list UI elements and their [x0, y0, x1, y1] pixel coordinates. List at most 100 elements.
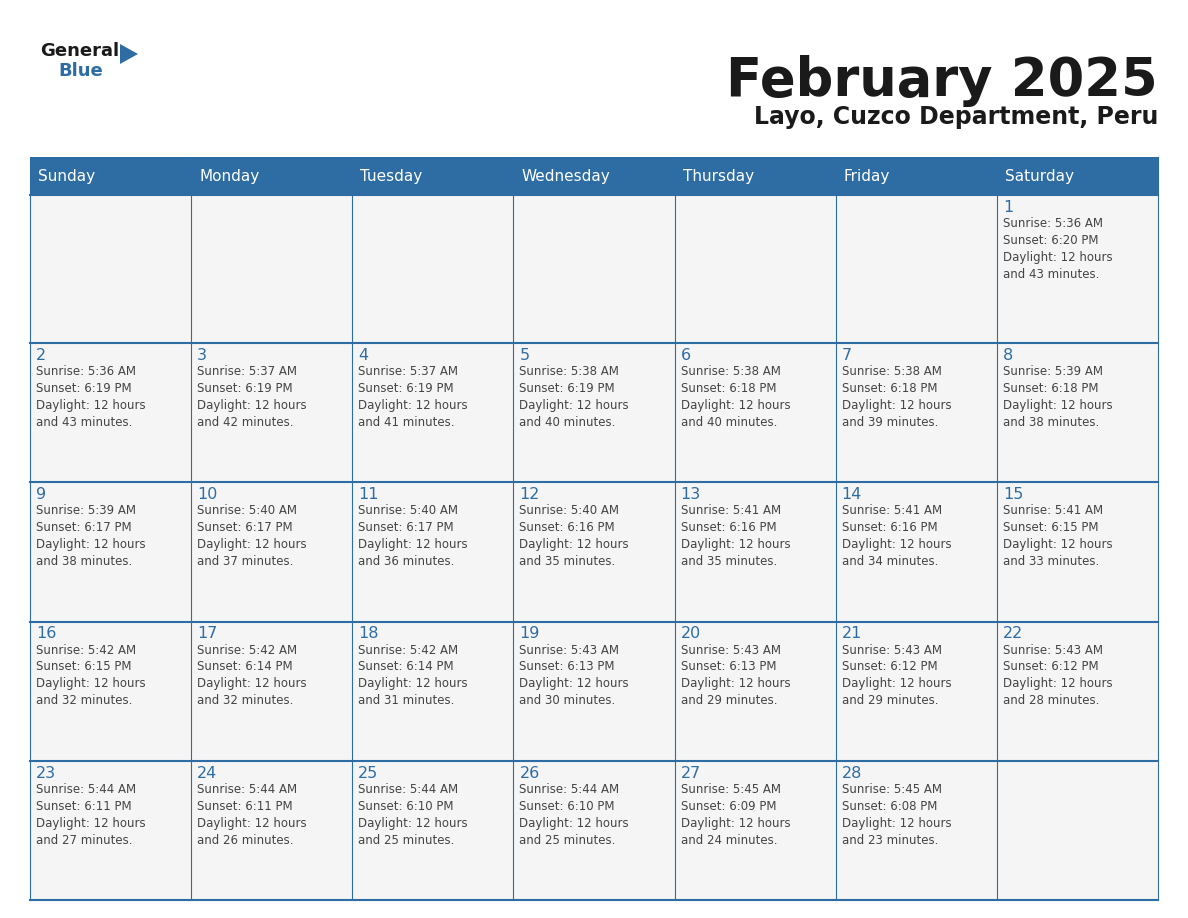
- Text: February 2025: February 2025: [726, 55, 1158, 107]
- Bar: [997, 482, 1158, 621]
- Text: 2: 2: [36, 348, 46, 363]
- Bar: [835, 343, 997, 482]
- Bar: [191, 343, 353, 482]
- Text: 23: 23: [36, 766, 56, 780]
- Bar: [30, 343, 191, 482]
- Text: Monday: Monday: [200, 169, 259, 184]
- Polygon shape: [120, 44, 138, 64]
- Text: Layo, Cuzco Department, Peru: Layo, Cuzco Department, Peru: [753, 105, 1158, 129]
- Bar: [675, 482, 835, 621]
- Text: 15: 15: [1003, 487, 1023, 502]
- Bar: [30, 195, 191, 343]
- Bar: [191, 621, 353, 761]
- Bar: [997, 343, 1158, 482]
- Bar: [513, 195, 675, 343]
- Text: 7: 7: [842, 348, 852, 363]
- Text: Sunrise: 5:42 AM
Sunset: 6:14 PM
Daylight: 12 hours
and 32 minutes.: Sunrise: 5:42 AM Sunset: 6:14 PM Dayligh…: [197, 644, 307, 708]
- Text: Wednesday: Wednesday: [522, 169, 611, 184]
- Text: 13: 13: [681, 487, 701, 502]
- Text: Sunrise: 5:39 AM
Sunset: 6:18 PM
Daylight: 12 hours
and 38 minutes.: Sunrise: 5:39 AM Sunset: 6:18 PM Dayligh…: [1003, 365, 1112, 429]
- Text: General: General: [40, 42, 119, 60]
- Text: 24: 24: [197, 766, 217, 780]
- Text: 6: 6: [681, 348, 690, 363]
- Text: Sunrise: 5:43 AM
Sunset: 6:13 PM
Daylight: 12 hours
and 29 minutes.: Sunrise: 5:43 AM Sunset: 6:13 PM Dayligh…: [681, 644, 790, 708]
- Text: Tuesday: Tuesday: [360, 169, 423, 184]
- Text: Sunrise: 5:45 AM
Sunset: 6:09 PM
Daylight: 12 hours
and 24 minutes.: Sunrise: 5:45 AM Sunset: 6:09 PM Dayligh…: [681, 783, 790, 846]
- Text: Sunrise: 5:40 AM
Sunset: 6:17 PM
Daylight: 12 hours
and 37 minutes.: Sunrise: 5:40 AM Sunset: 6:17 PM Dayligh…: [197, 504, 307, 568]
- Text: 14: 14: [842, 487, 862, 502]
- Bar: [191, 195, 353, 343]
- Text: Sunrise: 5:41 AM
Sunset: 6:16 PM
Daylight: 12 hours
and 34 minutes.: Sunrise: 5:41 AM Sunset: 6:16 PM Dayligh…: [842, 504, 952, 568]
- Bar: [513, 621, 675, 761]
- Bar: [191, 482, 353, 621]
- Bar: [30, 761, 191, 900]
- Text: 22: 22: [1003, 626, 1023, 642]
- Bar: [191, 761, 353, 900]
- Bar: [675, 621, 835, 761]
- Text: Sunrise: 5:40 AM
Sunset: 6:16 PM
Daylight: 12 hours
and 35 minutes.: Sunrise: 5:40 AM Sunset: 6:16 PM Dayligh…: [519, 504, 630, 568]
- Text: Sunrise: 5:38 AM
Sunset: 6:18 PM
Daylight: 12 hours
and 39 minutes.: Sunrise: 5:38 AM Sunset: 6:18 PM Dayligh…: [842, 365, 952, 429]
- Bar: [30, 482, 191, 621]
- Bar: [675, 761, 835, 900]
- Text: Sunrise: 5:44 AM
Sunset: 6:11 PM
Daylight: 12 hours
and 26 minutes.: Sunrise: 5:44 AM Sunset: 6:11 PM Dayligh…: [197, 783, 307, 846]
- Bar: [835, 482, 997, 621]
- Text: Sunrise: 5:43 AM
Sunset: 6:12 PM
Daylight: 12 hours
and 28 minutes.: Sunrise: 5:43 AM Sunset: 6:12 PM Dayligh…: [1003, 644, 1112, 708]
- Text: Sunrise: 5:37 AM
Sunset: 6:19 PM
Daylight: 12 hours
and 42 minutes.: Sunrise: 5:37 AM Sunset: 6:19 PM Dayligh…: [197, 365, 307, 429]
- Bar: [353, 761, 513, 900]
- Text: Friday: Friday: [843, 169, 890, 184]
- Text: 5: 5: [519, 348, 530, 363]
- Text: Sunrise: 5:38 AM
Sunset: 6:19 PM
Daylight: 12 hours
and 40 minutes.: Sunrise: 5:38 AM Sunset: 6:19 PM Dayligh…: [519, 365, 630, 429]
- Bar: [675, 195, 835, 343]
- Text: 20: 20: [681, 626, 701, 642]
- Bar: [513, 482, 675, 621]
- Bar: [997, 761, 1158, 900]
- Text: 1: 1: [1003, 200, 1013, 215]
- Bar: [835, 621, 997, 761]
- Text: Sunrise: 5:43 AM
Sunset: 6:13 PM
Daylight: 12 hours
and 30 minutes.: Sunrise: 5:43 AM Sunset: 6:13 PM Dayligh…: [519, 644, 630, 708]
- Text: 12: 12: [519, 487, 539, 502]
- Text: Sunrise: 5:43 AM
Sunset: 6:12 PM
Daylight: 12 hours
and 29 minutes.: Sunrise: 5:43 AM Sunset: 6:12 PM Dayligh…: [842, 644, 952, 708]
- Text: 9: 9: [36, 487, 46, 502]
- Text: 10: 10: [197, 487, 217, 502]
- Text: Thursday: Thursday: [683, 169, 753, 184]
- Bar: [835, 761, 997, 900]
- Text: Sunrise: 5:41 AM
Sunset: 6:16 PM
Daylight: 12 hours
and 35 minutes.: Sunrise: 5:41 AM Sunset: 6:16 PM Dayligh…: [681, 504, 790, 568]
- Text: 4: 4: [359, 348, 368, 363]
- Text: 11: 11: [359, 487, 379, 502]
- Text: 26: 26: [519, 766, 539, 780]
- Bar: [835, 195, 997, 343]
- Text: Sunrise: 5:40 AM
Sunset: 6:17 PM
Daylight: 12 hours
and 36 minutes.: Sunrise: 5:40 AM Sunset: 6:17 PM Dayligh…: [359, 504, 468, 568]
- Text: 21: 21: [842, 626, 862, 642]
- Bar: [353, 482, 513, 621]
- Text: Sunday: Sunday: [38, 169, 95, 184]
- Text: Sunrise: 5:36 AM
Sunset: 6:19 PM
Daylight: 12 hours
and 43 minutes.: Sunrise: 5:36 AM Sunset: 6:19 PM Dayligh…: [36, 365, 146, 429]
- Text: 3: 3: [197, 348, 207, 363]
- Bar: [513, 343, 675, 482]
- Text: 19: 19: [519, 626, 539, 642]
- Text: Sunrise: 5:45 AM
Sunset: 6:08 PM
Daylight: 12 hours
and 23 minutes.: Sunrise: 5:45 AM Sunset: 6:08 PM Dayligh…: [842, 783, 952, 846]
- Text: Sunrise: 5:36 AM
Sunset: 6:20 PM
Daylight: 12 hours
and 43 minutes.: Sunrise: 5:36 AM Sunset: 6:20 PM Dayligh…: [1003, 217, 1112, 281]
- Text: Sunrise: 5:44 AM
Sunset: 6:10 PM
Daylight: 12 hours
and 25 minutes.: Sunrise: 5:44 AM Sunset: 6:10 PM Dayligh…: [359, 783, 468, 846]
- Bar: [997, 195, 1158, 343]
- Text: Saturday: Saturday: [1005, 169, 1074, 184]
- Bar: [353, 343, 513, 482]
- Text: Sunrise: 5:37 AM
Sunset: 6:19 PM
Daylight: 12 hours
and 41 minutes.: Sunrise: 5:37 AM Sunset: 6:19 PM Dayligh…: [359, 365, 468, 429]
- Bar: [997, 621, 1158, 761]
- Bar: [513, 761, 675, 900]
- Text: 25: 25: [359, 766, 379, 780]
- Bar: [353, 195, 513, 343]
- Text: Sunrise: 5:42 AM
Sunset: 6:15 PM
Daylight: 12 hours
and 32 minutes.: Sunrise: 5:42 AM Sunset: 6:15 PM Dayligh…: [36, 644, 146, 708]
- Text: Sunrise: 5:42 AM
Sunset: 6:14 PM
Daylight: 12 hours
and 31 minutes.: Sunrise: 5:42 AM Sunset: 6:14 PM Dayligh…: [359, 644, 468, 708]
- Text: Sunrise: 5:41 AM
Sunset: 6:15 PM
Daylight: 12 hours
and 33 minutes.: Sunrise: 5:41 AM Sunset: 6:15 PM Dayligh…: [1003, 504, 1112, 568]
- Text: Sunrise: 5:44 AM
Sunset: 6:10 PM
Daylight: 12 hours
and 25 minutes.: Sunrise: 5:44 AM Sunset: 6:10 PM Dayligh…: [519, 783, 630, 846]
- Text: 17: 17: [197, 626, 217, 642]
- Text: 27: 27: [681, 766, 701, 780]
- Text: 16: 16: [36, 626, 56, 642]
- Text: Blue: Blue: [58, 62, 102, 80]
- Bar: [30, 621, 191, 761]
- Bar: [353, 621, 513, 761]
- Text: Sunrise: 5:39 AM
Sunset: 6:17 PM
Daylight: 12 hours
and 38 minutes.: Sunrise: 5:39 AM Sunset: 6:17 PM Dayligh…: [36, 504, 146, 568]
- Text: Sunrise: 5:38 AM
Sunset: 6:18 PM
Daylight: 12 hours
and 40 minutes.: Sunrise: 5:38 AM Sunset: 6:18 PM Dayligh…: [681, 365, 790, 429]
- Bar: [30, 157, 1158, 195]
- Text: Sunrise: 5:44 AM
Sunset: 6:11 PM
Daylight: 12 hours
and 27 minutes.: Sunrise: 5:44 AM Sunset: 6:11 PM Dayligh…: [36, 783, 146, 846]
